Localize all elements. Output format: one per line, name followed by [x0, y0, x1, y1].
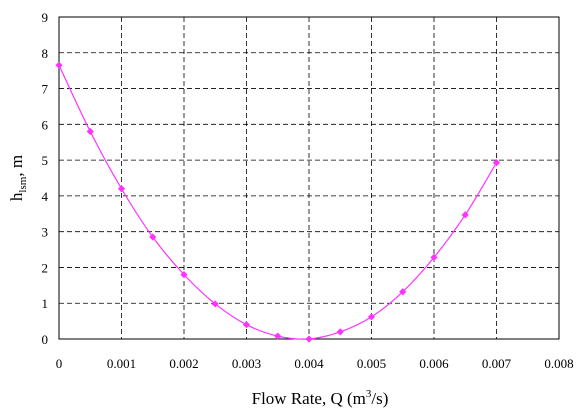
y-tick-labels: 0 1 2 3 4 5 6 7 8 9 [42, 10, 49, 347]
y-axis-title-main: h [7, 192, 26, 201]
x-tick-label: 0 [56, 356, 63, 371]
data-point-marker [149, 233, 157, 241]
data-point-marker [211, 300, 219, 308]
data-point-marker [305, 335, 313, 343]
data-point-marker [492, 159, 501, 167]
y-tick-label: 3 [42, 225, 49, 240]
y-tick-label: 5 [42, 153, 49, 168]
data-point-marker [430, 253, 438, 262]
series-markers [55, 61, 501, 343]
y-tick-label: 6 [42, 117, 49, 132]
y-tick-label: 4 [42, 189, 49, 204]
data-point-marker [367, 313, 376, 321]
data-point-marker [461, 211, 469, 219]
x-tick-label: 0.003 [232, 356, 261, 371]
y-tick-label: 8 [42, 46, 49, 61]
x-axis-title-sup: 3 [366, 388, 372, 400]
x-tick-label: 0.008 [544, 356, 573, 371]
y-axis-title: hlsm, m [7, 155, 29, 201]
x-tick-label: 0.007 [482, 356, 512, 371]
y-tick-label: 7 [42, 82, 49, 97]
data-point-marker [242, 321, 251, 329]
y-tick-label: 2 [42, 260, 49, 275]
data-point-marker [86, 127, 94, 136]
x-tick-label: 0.006 [419, 356, 449, 371]
data-point-marker [180, 271, 188, 279]
x-tick-label: 0.002 [169, 356, 198, 371]
x-axis-title-main: Flow Rate, Q (m [252, 389, 366, 408]
x-tick-label: 0.004 [294, 356, 324, 371]
x-tick-label: 0.005 [357, 356, 386, 371]
x-tick-labels: 0 0.001 0.002 0.003 0.004 0.005 0.006 0.007 0.00… [56, 356, 574, 371]
grid [59, 17, 559, 339]
y-tick-label: 1 [42, 296, 49, 311]
data-point-marker [274, 332, 282, 340]
data-point-marker [117, 185, 126, 193]
x-tick-label: 0.001 [107, 356, 136, 371]
data-point-marker [399, 288, 407, 296]
y-tick-label: 0 [42, 332, 49, 347]
y-axis-title-sub: lsm [17, 176, 29, 192]
data-point-marker [55, 61, 63, 69]
y-axis-title-end: , m [7, 155, 26, 177]
y-tick-label: 9 [42, 10, 49, 25]
x-axis-title: Flow Rate, Q (m3/s) [252, 388, 389, 408]
data-point-marker [336, 328, 344, 336]
x-axis-title-end: /s) [371, 389, 388, 408]
